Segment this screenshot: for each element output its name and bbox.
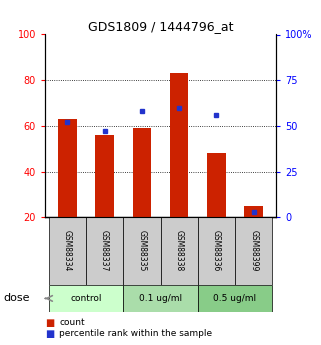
- Text: count: count: [59, 318, 85, 327]
- Bar: [244, 206, 263, 217]
- Bar: [198, 217, 235, 285]
- Bar: [49, 217, 86, 285]
- Text: ■: ■: [45, 318, 54, 327]
- Bar: [133, 128, 151, 217]
- Text: GSM88336: GSM88336: [212, 230, 221, 272]
- Text: GSM88337: GSM88337: [100, 230, 109, 272]
- Text: GSM88338: GSM88338: [175, 230, 184, 272]
- Bar: [123, 285, 198, 312]
- Bar: [86, 217, 123, 285]
- Bar: [170, 73, 188, 217]
- Text: 0.5 ug/ml: 0.5 ug/ml: [213, 294, 256, 303]
- Bar: [207, 153, 226, 217]
- Text: percentile rank within the sample: percentile rank within the sample: [59, 329, 213, 338]
- Text: GSM88335: GSM88335: [137, 230, 146, 272]
- Bar: [198, 285, 272, 312]
- Title: GDS1809 / 1444796_at: GDS1809 / 1444796_at: [88, 20, 233, 33]
- Bar: [58, 119, 77, 217]
- Bar: [235, 217, 272, 285]
- Bar: [123, 217, 160, 285]
- Text: ■: ■: [45, 329, 54, 339]
- Text: control: control: [70, 294, 102, 303]
- Text: dose: dose: [3, 294, 30, 303]
- Bar: [160, 217, 198, 285]
- Text: 0.1 ug/ml: 0.1 ug/ml: [139, 294, 182, 303]
- Text: GSM88399: GSM88399: [249, 230, 258, 272]
- Bar: [95, 135, 114, 217]
- Text: GSM88334: GSM88334: [63, 230, 72, 272]
- Bar: [49, 285, 123, 312]
